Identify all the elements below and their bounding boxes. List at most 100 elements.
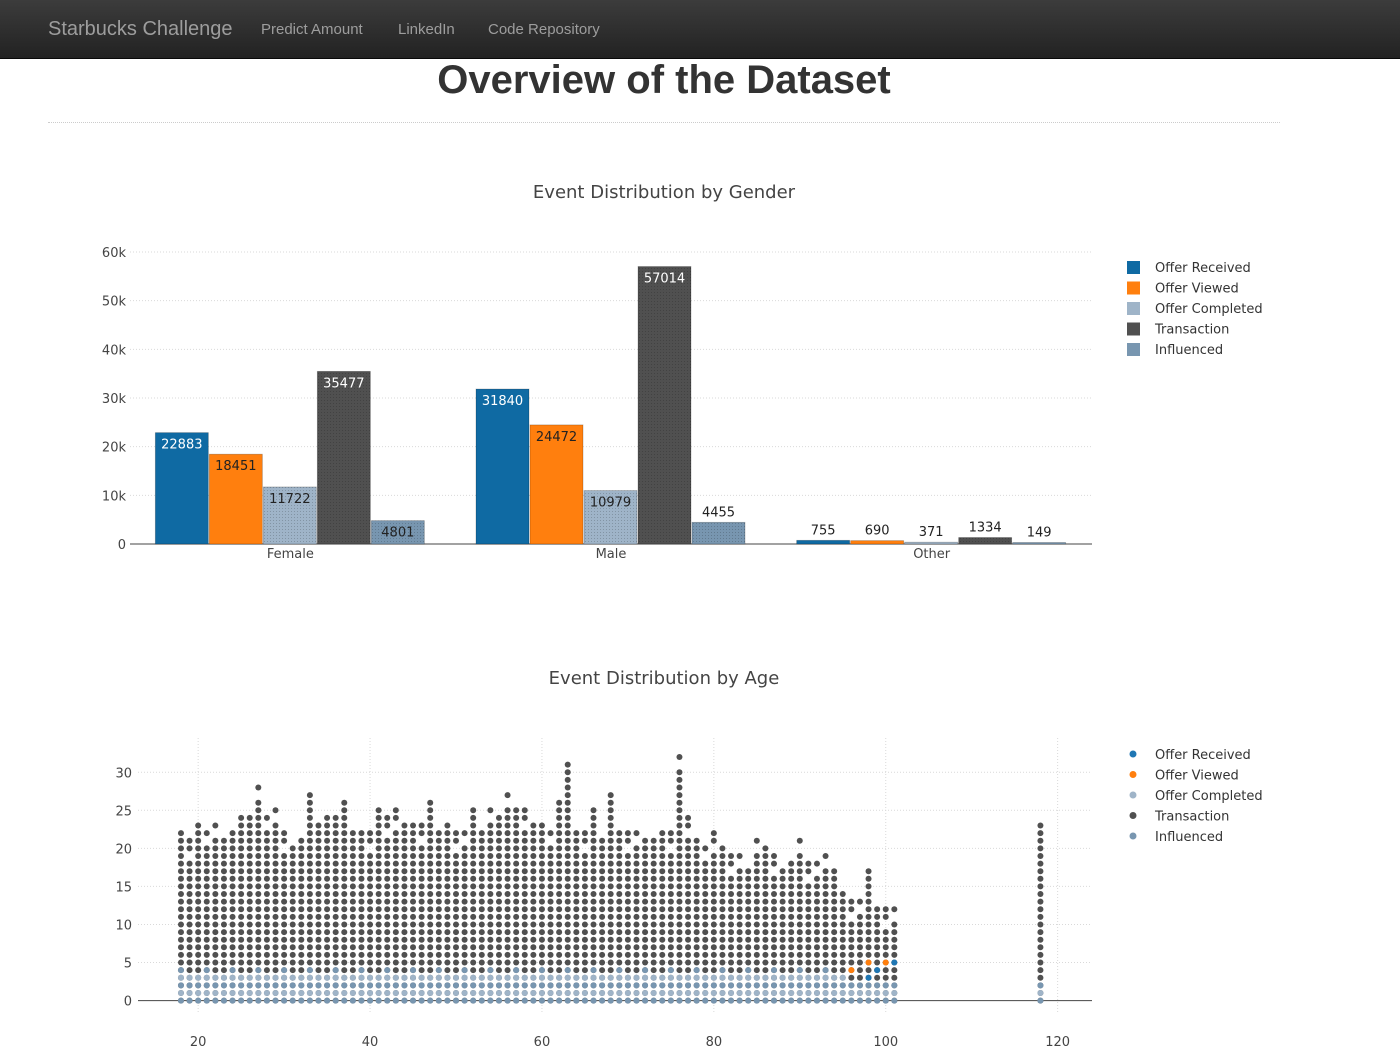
scatter-point-influenced — [435, 997, 442, 1004]
scatter-point-transaction — [453, 868, 459, 875]
scatter-point-transaction — [177, 936, 184, 943]
scatter-point-influenced — [573, 989, 580, 996]
scatter-point-influenced — [272, 974, 279, 981]
scatter-point-transaction — [616, 944, 623, 951]
scatter-point-transaction — [753, 852, 760, 859]
scatter-point-transaction — [538, 883, 545, 890]
nav-code-repository-link[interactable]: Code Repository — [488, 21, 600, 38]
scatter-point-transaction — [659, 898, 666, 905]
scatter-point-transaction — [384, 860, 391, 867]
scatter-point-influenced — [805, 974, 812, 981]
scatter-point-transaction — [599, 959, 606, 966]
scatter-point-transaction — [753, 951, 760, 958]
scatter-point-transaction — [607, 837, 614, 844]
scatter-point-influenced — [779, 997, 786, 1004]
scatter-point-transaction — [367, 936, 374, 943]
legend-swatch-offer-received — [1127, 261, 1140, 274]
scatter-point-transaction — [874, 906, 881, 913]
scatter-point-influenced — [607, 974, 614, 981]
scatter-point-influenced — [831, 974, 838, 981]
scatter-y-tick-label: 5 — [124, 957, 132, 972]
scatter-point-transaction — [736, 913, 743, 920]
scatter-point-transaction — [195, 852, 202, 859]
scatter-point-transaction — [530, 860, 537, 867]
scatter-point-transaction — [246, 929, 253, 936]
scatter-point-transaction — [435, 898, 442, 905]
scatter-point-transaction — [246, 951, 253, 958]
scatter-point-transaction — [736, 929, 743, 936]
nav-predict-amount-link[interactable]: Predict Amount — [261, 21, 363, 38]
scatter-point-transaction — [272, 951, 279, 958]
scatter-point-transaction — [745, 913, 752, 920]
scatter-point-transaction — [547, 913, 554, 920]
scatter-point-transaction — [530, 891, 537, 898]
scatter-point-transaction — [298, 944, 305, 951]
scatter-point-transaction — [324, 913, 331, 920]
scatter-point-influenced — [813, 989, 820, 996]
scatter-point-transaction — [341, 830, 348, 837]
scatter-y-tick-label: 25 — [115, 804, 132, 819]
scatter-point-transaction — [642, 860, 649, 867]
scatter-point-influenced — [573, 982, 580, 989]
scatter-point-influenced — [195, 997, 202, 1004]
scatter-point-transaction — [813, 951, 820, 958]
scatter-point-transaction — [195, 906, 202, 913]
scatter-point-influenced — [564, 989, 571, 996]
scatter-point-transaction — [392, 898, 399, 905]
scatter-point-transaction — [685, 837, 692, 844]
scatter-point-transaction — [212, 944, 219, 951]
scatter-point-transaction — [736, 868, 743, 875]
scatter-point-transaction — [547, 891, 554, 898]
scatter-point-transaction — [315, 898, 322, 905]
scatter-point-transaction — [470, 837, 477, 844]
scatter-point-transaction — [599, 883, 606, 890]
scatter-point-influenced — [238, 974, 245, 981]
gender-bar-chart[interactable]: Event Distribution by Gender010k20k30k40… — [0, 160, 1400, 580]
scatter-point-transaction — [229, 830, 236, 837]
scatter-point-influenced — [504, 974, 511, 981]
scatter-point-transaction — [736, 852, 743, 859]
scatter-point-transaction — [332, 875, 339, 882]
scatter-point-transaction — [203, 898, 210, 905]
scatter-point-transaction — [788, 921, 795, 928]
scatter-point-transaction — [203, 959, 210, 966]
scatter-point-transaction — [487, 875, 494, 882]
scatter-point-transaction — [401, 936, 408, 943]
scatter-point-transaction — [624, 830, 631, 837]
scatter-point-influenced — [332, 974, 339, 981]
nav-linkedin-link[interactable]: LinkedIn — [398, 21, 455, 38]
scatter-point-transaction — [736, 875, 743, 882]
scatter-point-transaction — [805, 898, 812, 905]
scatter-point-transaction — [504, 921, 511, 928]
scatter-point-transaction — [530, 944, 537, 951]
scatter-point-influenced — [435, 974, 442, 981]
scatter-point-transaction — [495, 845, 502, 852]
scatter-point-transaction — [607, 944, 614, 951]
scatter-point-transaction — [367, 830, 374, 837]
scatter-point-influenced — [521, 974, 528, 981]
scatter-point-transaction — [272, 898, 279, 905]
scatter-point-transaction — [856, 913, 863, 920]
brand-link[interactable]: Starbucks Challenge — [48, 18, 233, 40]
scatter-point-transaction — [530, 837, 537, 844]
scatter-point-transaction — [581, 868, 588, 875]
scatter-point-transaction — [263, 860, 270, 867]
scatter-point-transaction — [263, 883, 270, 890]
scatter-point-transaction — [710, 951, 717, 958]
scatter-point-transaction — [599, 967, 606, 974]
scatter-point-influenced — [263, 989, 270, 996]
scatter-point-transaction — [315, 951, 322, 958]
scatter-point-offer — [865, 974, 872, 981]
scatter-point-transaction — [470, 868, 477, 875]
bar-y-tick-label: 20k — [102, 441, 127, 456]
scatter-point-transaction — [410, 913, 417, 920]
scatter-point-transaction — [324, 891, 331, 898]
scatter-point-transaction — [410, 921, 417, 928]
scatter-point-transaction — [324, 883, 331, 890]
scatter-point-influenced — [358, 974, 365, 981]
scatter-point-transaction — [745, 951, 752, 958]
scatter-point-influenced — [719, 997, 726, 1004]
scatter-point-influenced — [478, 982, 485, 989]
scatter-point-transaction — [633, 929, 640, 936]
